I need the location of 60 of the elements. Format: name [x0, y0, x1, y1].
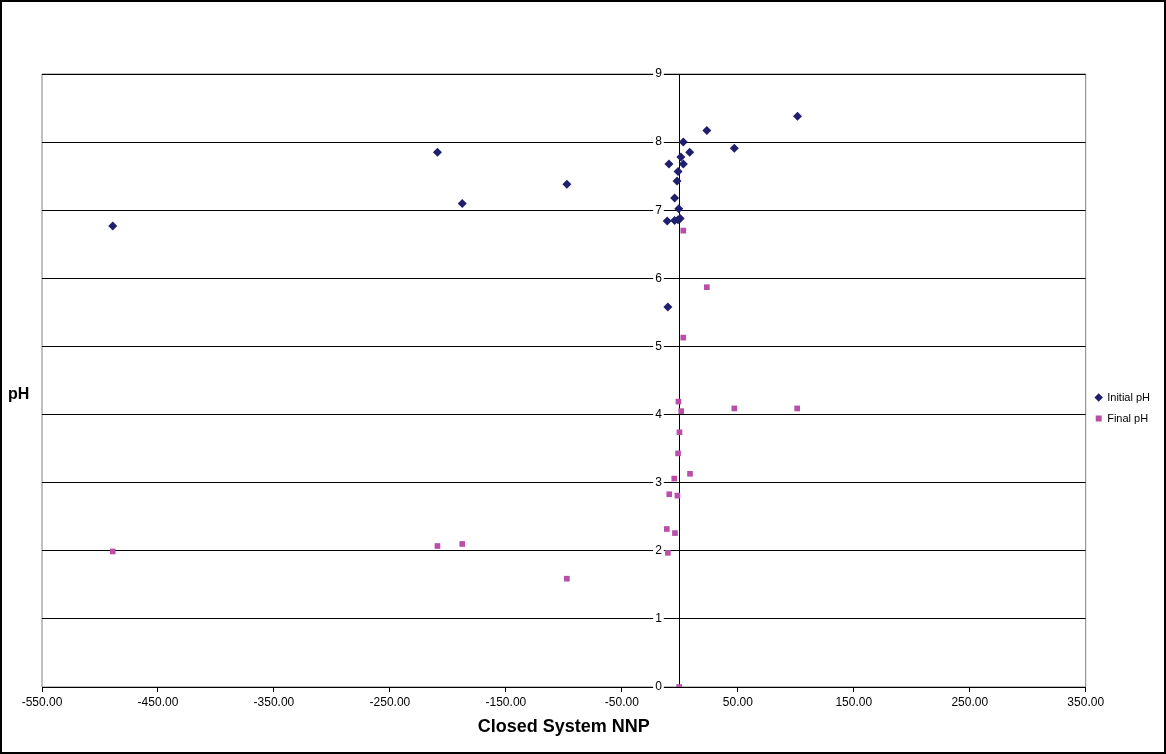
point — [459, 541, 466, 547]
point — [671, 475, 678, 482]
y-tick-label: 4 — [655, 406, 663, 421]
point — [678, 137, 688, 147]
x-tick-label: -450.00 — [137, 694, 179, 709]
point — [108, 221, 118, 231]
y-tick-label: 3 — [655, 474, 663, 489]
x-axis-title: Closed System NNP — [477, 716, 650, 737]
x-tick-label: -350.00 — [253, 694, 295, 709]
point — [794, 405, 801, 412]
point — [702, 126, 712, 136]
y-tick-label: 9 — [655, 66, 663, 81]
y-axis-title: pH — [8, 384, 30, 402]
x-tick-label: 350.00 — [1067, 694, 1105, 709]
point — [457, 198, 467, 208]
point — [676, 152, 686, 162]
point — [678, 159, 688, 169]
y-tick-label: 7 — [655, 202, 663, 217]
point — [672, 176, 682, 186]
point — [562, 179, 572, 189]
legend-label: Final pH — [1107, 411, 1149, 424]
y-tick-label: 6 — [655, 270, 663, 285]
x-tick-label: 50.00 — [722, 694, 754, 709]
x-tick-label: -250.00 — [369, 694, 411, 709]
point — [670, 193, 680, 203]
point — [664, 526, 670, 532]
point — [432, 147, 442, 157]
x-tick-label: -150.00 — [485, 694, 527, 709]
point — [665, 549, 671, 556]
legend-label: Initial pH — [1107, 390, 1151, 403]
point — [674, 204, 684, 214]
x-tick-label: 250.00 — [951, 694, 989, 709]
y-tick-label: 5 — [655, 338, 663, 353]
y-tick-label: 0 — [655, 679, 663, 694]
point — [672, 530, 678, 536]
point — [680, 334, 687, 341]
point — [704, 284, 710, 291]
y-tick-label: 1 — [655, 611, 663, 626]
point — [793, 111, 803, 121]
point — [676, 429, 683, 436]
point — [564, 575, 570, 582]
point — [663, 302, 673, 312]
point — [687, 470, 693, 477]
y-tick-label: 2 — [655, 543, 663, 558]
point — [434, 543, 441, 549]
point — [731, 405, 738, 412]
point — [680, 227, 687, 234]
point — [675, 450, 681, 457]
point — [673, 166, 683, 176]
x-tick-label: -50.00 — [604, 694, 640, 709]
point — [666, 491, 673, 498]
point — [729, 143, 739, 153]
point — [685, 147, 695, 157]
point — [109, 548, 116, 555]
point — [664, 159, 674, 169]
x-tick-label: 150.00 — [835, 694, 873, 709]
point — [678, 408, 685, 414]
y-tick-label: 8 — [655, 134, 663, 149]
point — [662, 216, 672, 226]
x-tick-label: -550.00 — [21, 694, 63, 709]
